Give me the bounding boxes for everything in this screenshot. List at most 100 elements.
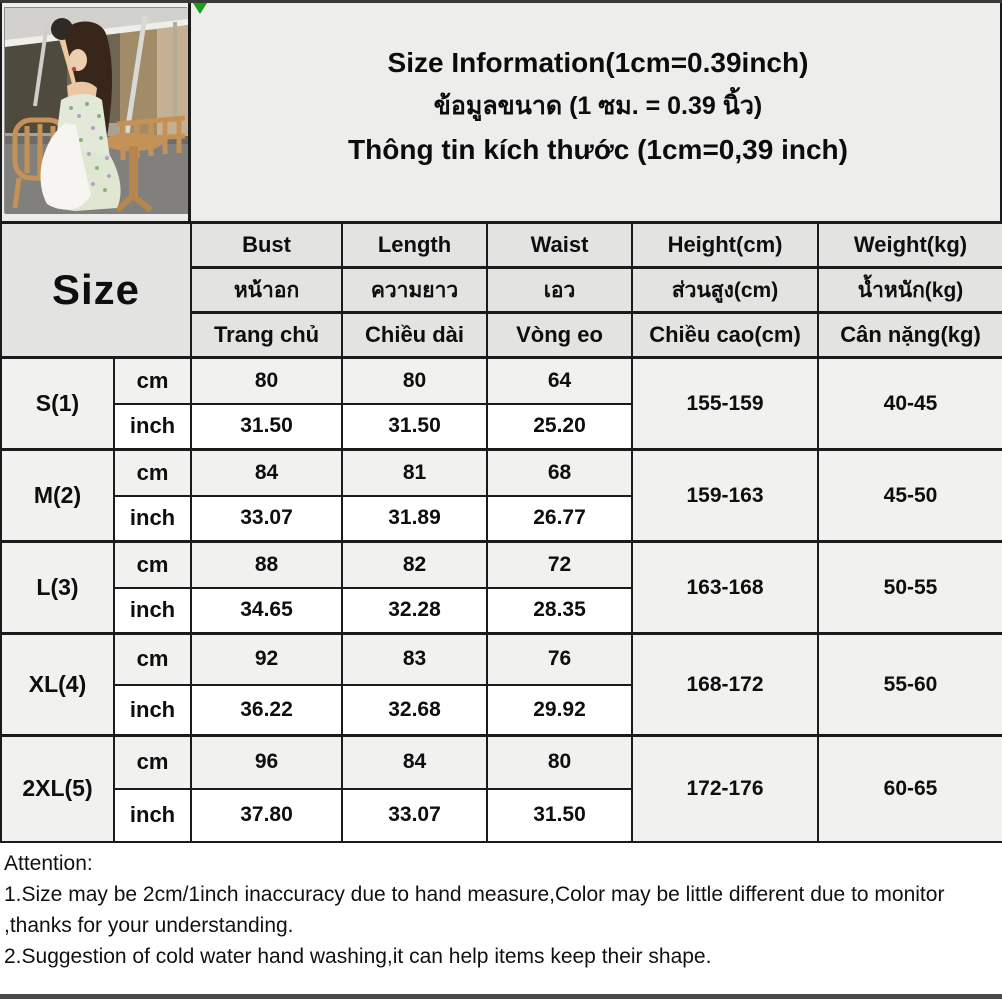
row-l-cm: L(3) cm 88 82 72 163-168 50-55 <box>0 540 1002 635</box>
header-height: Height(cm) <box>631 221 820 269</box>
value-cell: 83 <box>341 632 489 686</box>
value-cell: 25.20 <box>486 402 634 451</box>
header-weight-th: น้ำหนัก(kg) <box>817 266 1002 314</box>
size-label-xl: XL(4) <box>0 632 115 737</box>
header-waist-vi: Vòng eo <box>486 311 634 359</box>
row-xl-inch: inch 36.22 32.68 29.92 <box>1 683 1002 737</box>
header-length-vi: Chiều dài <box>341 311 489 359</box>
header-bust: Bust <box>190 221 344 269</box>
title-vietnamese: Thông tin kích thước (1cm=0,39 inch) <box>348 134 848 165</box>
row-m-inch: inch 33.07 31.89 26.77 <box>1 494 1002 543</box>
value-cell: 36.22 <box>190 683 344 737</box>
value-cell: 29.92 <box>486 683 634 737</box>
unit-inch: inch <box>112 586 193 635</box>
value-cell: 76 <box>486 632 634 686</box>
value-cell: 80 <box>190 356 344 405</box>
header-band: Size Information(1cm=0.39inch) ข้อมูลขนา… <box>0 3 1002 222</box>
value-cell: 31.50 <box>190 402 344 451</box>
value-cell: 84 <box>190 448 344 497</box>
height-range-l: 163-168 <box>631 540 820 635</box>
unit-cm: cm <box>112 632 193 686</box>
value-cell: 72 <box>486 540 634 589</box>
row-l-inch: inch 34.65 32.28 28.35 <box>1 586 1002 635</box>
value-cell: 32.68 <box>341 683 489 737</box>
value-cell: 37.80 <box>190 787 344 843</box>
model-photo-illustration <box>5 8 188 214</box>
row-2xl-cm: 2XL(5) cm 96 84 80 172-176 60-65 <box>0 734 1002 843</box>
size-table: Size Bust Length Waist Height(cm) Weight… <box>0 221 1002 843</box>
value-cell: 31.89 <box>341 494 489 543</box>
attention-note-2: 2.Suggestion of cold water hand washing,… <box>4 945 712 968</box>
value-cell: 26.77 <box>486 494 634 543</box>
weight-range-2xl: 60-65 <box>817 734 1002 843</box>
attention-note-1: 1.Size may be 2cm/1inch inaccuracy due t… <box>4 883 945 937</box>
value-cell: 80 <box>341 356 489 405</box>
value-cell: 32.28 <box>341 586 489 635</box>
row-s-cm: S(1) cm 80 80 64 155-159 40-45 <box>0 356 1002 451</box>
header-height-th: ส่วนสูง(cm) <box>631 266 820 314</box>
value-cell: 92 <box>190 632 344 686</box>
value-cell: 28.35 <box>486 586 634 635</box>
unit-inch: inch <box>112 494 193 543</box>
top-divider-bar <box>0 0 1002 4</box>
weight-range-m: 45-50 <box>817 448 1002 543</box>
model-photo <box>4 7 188 214</box>
header-row-vi: Trang chủ Chiều dài Vòng eo Chiều cao(cm… <box>1 311 1002 359</box>
header-waist-th: เอว <box>486 266 634 314</box>
value-cell: 88 <box>190 540 344 589</box>
value-cell: 34.65 <box>190 586 344 635</box>
unit-inch: inch <box>112 787 193 843</box>
value-cell: 80 <box>486 734 634 790</box>
height-range-s: 155-159 <box>631 356 820 451</box>
weight-range-xl: 55-60 <box>817 632 1002 737</box>
header-bust-th: หน้าอก <box>190 266 344 314</box>
title-block: Size Information(1cm=0.39inch) ข้อมูลขนา… <box>194 0 1002 216</box>
unit-cm: cm <box>112 734 193 790</box>
title-english: Size Information(1cm=0.39inch) <box>387 47 809 78</box>
attention-section: Attention: 1.Size may be 2cm/1inch inacc… <box>4 849 998 972</box>
attention-heading: Attention: <box>4 852 93 875</box>
height-range-xl: 168-172 <box>631 632 820 737</box>
value-cell: 81 <box>341 448 489 497</box>
row-m-cm: M(2) cm 84 81 68 159-163 45-50 <box>0 448 1002 543</box>
value-cell: 96 <box>190 734 344 790</box>
row-2xl-inch: inch 37.80 33.07 31.50 <box>1 787 1002 843</box>
value-cell: 33.07 <box>341 787 489 843</box>
header-row-en: Size Bust Length Waist Height(cm) Weight… <box>0 221 1002 359</box>
size-label-2xl: 2XL(5) <box>0 734 115 843</box>
title-thai: ข้อมูลขนาด (1 ซม. = 0.39 นิ้ว) <box>433 92 763 120</box>
unit-inch: inch <box>112 683 193 737</box>
value-cell: 33.07 <box>190 494 344 543</box>
value-cell: 31.50 <box>341 402 489 451</box>
size-label-m: M(2) <box>0 448 115 543</box>
header-weight: Weight(kg) <box>817 221 1002 269</box>
header-length: Length <box>341 221 489 269</box>
weight-range-s: 40-45 <box>817 356 1002 451</box>
green-corner-icon <box>193 3 207 14</box>
header-row-th: หน้าอก ความยาว เอว ส่วนสูง(cm) น้ำหนัก(k… <box>1 266 1002 314</box>
size-label-s: S(1) <box>0 356 115 451</box>
unit-inch: inch <box>112 402 193 451</box>
row-xl-cm: XL(4) cm 92 83 76 168-172 55-60 <box>0 632 1002 737</box>
weight-range-l: 50-55 <box>817 540 1002 635</box>
unit-cm: cm <box>112 448 193 497</box>
height-range-2xl: 172-176 <box>631 734 820 843</box>
header-weight-vi: Cân nặng(kg) <box>817 311 1002 359</box>
unit-cm: cm <box>112 540 193 589</box>
header-length-th: ความยาว <box>341 266 489 314</box>
value-cell: 31.50 <box>486 787 634 843</box>
unit-cm: cm <box>112 356 193 405</box>
photo-cell <box>2 3 191 222</box>
header-waist: Waist <box>486 221 634 269</box>
value-cell: 64 <box>486 356 634 405</box>
header-height-vi: Chiều cao(cm) <box>631 311 820 359</box>
header-bust-vi: Trang chủ <box>190 311 344 359</box>
bottom-divider-bar <box>0 994 1002 999</box>
size-label-l: L(3) <box>0 540 115 635</box>
height-range-m: 159-163 <box>631 448 820 543</box>
value-cell: 68 <box>486 448 634 497</box>
value-cell: 84 <box>341 734 489 790</box>
row-s-inch: inch 31.50 31.50 25.20 <box>1 402 1002 451</box>
value-cell: 82 <box>341 540 489 589</box>
